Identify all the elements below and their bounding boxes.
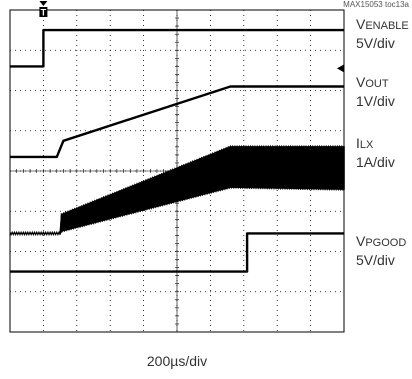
trace-vout	[10, 85, 344, 159]
trigger-marker-box	[39, 7, 48, 17]
trigger-arrow-icon	[39, 1, 48, 6]
trace-ilx-ripple	[9, 145, 345, 237]
channel-label-ilx: ILX 1A/div	[356, 134, 395, 170]
trigger-marker-label: T	[41, 8, 47, 18]
figure-reference: MAX15053 toc13a	[343, 0, 409, 9]
trace-vpgood	[10, 232, 344, 273]
trace-venable	[10, 28, 344, 68]
scope-markers: T	[39, 1, 344, 73]
channel-label-vpgood: VPGOOD 5V/div	[356, 233, 407, 269]
scope-traces	[9, 28, 345, 273]
channel-label-vout: VOUT 1V/div	[356, 74, 395, 110]
time-base-label: 200µs/div	[146, 353, 208, 369]
ground-ref-arrow-icon	[337, 64, 344, 73]
channel-label-venable: VENABLE 5V/div	[356, 16, 409, 52]
